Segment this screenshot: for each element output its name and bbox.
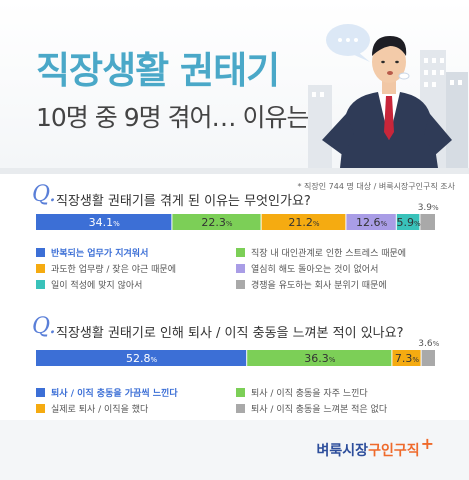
legend-item: 퇴사 / 이직 충동을 자주 느낀다 (236, 386, 368, 399)
legend-swatch (236, 280, 245, 289)
legend-item: 과도한 업무량 / 잦은 야근 때문에 (36, 262, 176, 275)
legend-swatch (36, 404, 45, 413)
bar-segment (346, 214, 396, 230)
legend-label: 과도한 업무량 / 잦은 야근 때문에 (51, 265, 176, 275)
legend-swatch (36, 248, 45, 257)
legend-swatch (36, 388, 45, 397)
legend-item: 퇴사 / 이직 충동을 가끔씩 느낀다 (36, 386, 178, 399)
data-label: 34.1% (89, 216, 121, 229)
data-label: 7.3% (395, 352, 420, 365)
legend-item: 직장 내 대인관계로 인한 스트레스 때문에 (236, 246, 406, 259)
page-subtitle: 10명 중 9명 겪어… 이유는? (36, 103, 322, 132)
bar-segment (392, 350, 421, 366)
tie-icon (384, 96, 394, 140)
legend-label: 일이 적성에 맞지 않아서 (51, 281, 143, 291)
speech-bubble-icon (326, 24, 370, 62)
legend-item: 실제로 퇴사 / 이직을 했다 (36, 402, 148, 415)
data-label: 21.2% (288, 216, 320, 229)
bar-segment (36, 350, 247, 366)
legend-item: 퇴사 / 이직 충동을 느껴본 적은 없다 (236, 402, 387, 415)
logo-plus-icon: + (420, 434, 434, 453)
legend-item: 반복되는 업무가 지겨워서 (36, 246, 148, 259)
building-icon (446, 72, 468, 168)
data-label: 3.6% (418, 339, 439, 349)
logo-main-text: 벼룩시장 (316, 443, 369, 459)
face-icon (372, 41, 406, 83)
legend-swatch (236, 404, 245, 413)
divider-band (0, 168, 469, 174)
data-label: 3.9% (418, 203, 439, 213)
legend-label: 열심히 해도 돌아오는 것이 없어서 (251, 265, 379, 275)
legend-item: 경쟁을 유도하는 회사 분위기 때문에 (236, 278, 387, 291)
legend-swatch (236, 264, 245, 273)
bar-segment (396, 214, 420, 230)
bar-segment (36, 214, 172, 230)
brand-logo: 벼룩시장구인구직+ (316, 434, 434, 460)
source-note: * 직장인 744 명 대상 / 벼룩시장구인구직 조사 (297, 182, 455, 191)
legend-label: 실제로 퇴사 / 이직을 했다 (51, 405, 149, 415)
legend-label: 퇴사 / 이직 충동을 자주 느낀다 (251, 389, 368, 399)
legend-swatch (36, 264, 45, 273)
legend-label: 퇴사 / 이직 충동을 가끔씩 느낀다 (51, 389, 178, 399)
bar-segment (421, 350, 435, 366)
legend-label: 반복되는 업무가 지겨워서 (51, 249, 149, 259)
legend-swatch (236, 248, 245, 257)
bar-segment (261, 214, 346, 230)
data-label: 52.8% (126, 352, 158, 365)
logo-sub-text: 구인구직 (368, 443, 420, 459)
legend-swatch (236, 388, 245, 397)
data-label: 36.3% (304, 352, 336, 365)
legend-item: 일이 적성에 맞지 않아서 (36, 278, 142, 291)
legend-swatch (36, 280, 45, 289)
question-mark: Q. (32, 314, 56, 339)
question-text: 직장생활 권태기로 인해 퇴사 / 이직 충동을 느껴본 적이 있나요? (56, 326, 404, 341)
data-label: 5.9% (397, 216, 422, 229)
building-icon (308, 85, 332, 168)
legend-label: 경쟁을 유도하는 회사 분위기 때문에 (251, 281, 387, 291)
question-mark: Q. (32, 182, 56, 207)
data-label: 12.6% (356, 216, 388, 229)
businessman-illustration (308, 24, 468, 168)
bar-segment (420, 214, 435, 230)
data-label: 22.3% (201, 216, 233, 229)
legend-item: 열심히 해도 돌아오는 것이 없어서 (236, 262, 378, 275)
legend-label: 직장 내 대인관계로 인한 스트레스 때문에 (251, 249, 407, 259)
question-text: 직장생활 권태기를 겪게 된 이유는 무엇인가요? (56, 194, 311, 209)
page-title: 직장생활 권태기 (36, 49, 280, 92)
bar-segment (172, 214, 261, 230)
legend-label: 퇴사 / 이직 충동을 느껴본 적은 없다 (251, 405, 388, 415)
footer-band (0, 420, 469, 480)
bar-segment (247, 350, 392, 366)
